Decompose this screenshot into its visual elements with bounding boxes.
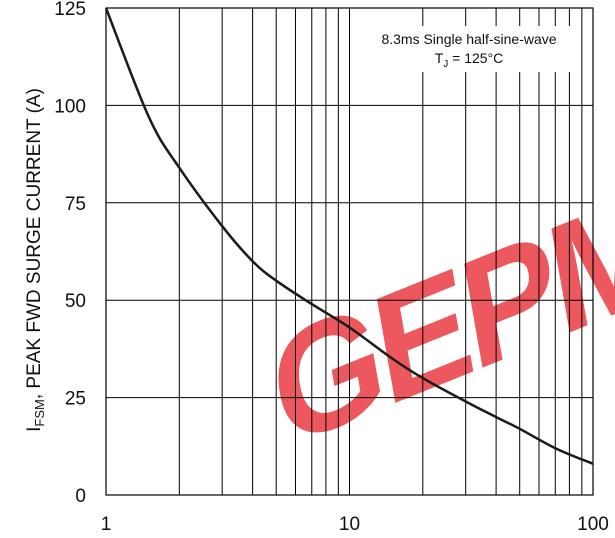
annotation-box: 8.3ms Single half-sine-wave TJ = 125°C <box>364 26 574 72</box>
tick-labels: 0 25 50 75 100 125 1 10 100 <box>54 0 609 535</box>
y-axis-label-text: , PEAK FWD SURGE CURRENT (A) <box>24 88 45 399</box>
x-tick-label-0: 1 <box>101 514 112 535</box>
watermark-logo: GEPM <box>260 156 615 481</box>
y-tick-label-2: 50 <box>65 291 86 312</box>
y-axis-label-subscript: FSM <box>32 399 47 426</box>
annotation-tj-value: = 125°C <box>448 50 503 66</box>
y-axis-label: IFSM, PEAK FWD SURGE CURRENT (A) <box>24 88 47 432</box>
y-tick-label-5: 125 <box>54 0 86 20</box>
annotation-background <box>364 26 574 72</box>
annotation-line-1: 8.3ms Single half-sine-wave <box>381 31 556 47</box>
grid-lines <box>105 7 593 496</box>
series-layer <box>104 7 594 465</box>
watermark-lettering: GEPM <box>260 156 615 481</box>
annotation-tj-symbol: T <box>435 50 444 66</box>
x-tick-label-2: 100 <box>577 514 609 535</box>
y-tick-label-0: 0 <box>75 486 86 507</box>
y-tick-label-3: 75 <box>65 194 86 215</box>
annotation-tj-subscript: J <box>443 59 448 70</box>
annotation-line-2: TJ = 125°C <box>435 50 504 70</box>
plot-area-frame <box>105 7 594 496</box>
x-tick-label-1: 10 <box>339 514 360 535</box>
series-line-0 <box>104 7 594 465</box>
watermark-shape: GEPM <box>260 156 615 481</box>
y-tick-label-4: 100 <box>54 96 86 117</box>
y-tick-label-1: 25 <box>65 389 86 410</box>
y-axis-label-symbol: I <box>24 427 45 432</box>
